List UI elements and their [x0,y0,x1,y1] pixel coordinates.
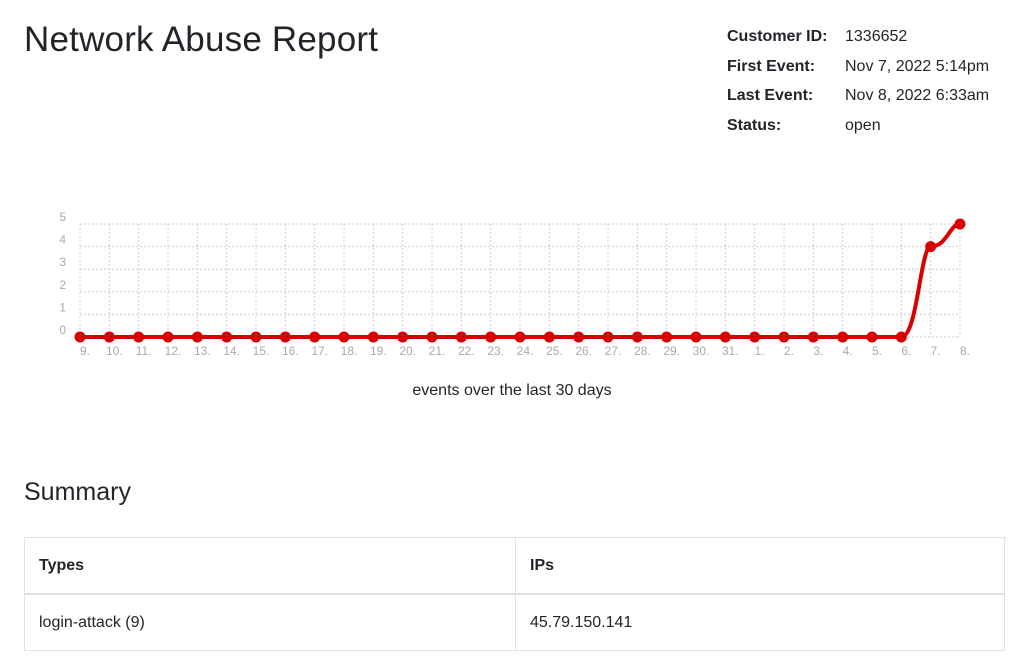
x-tick-label: 19. [370,344,387,358]
data-point [543,331,555,343]
data-point [749,331,761,343]
meta-row-last-event: Last Event: Nov 8, 2022 6:33am [727,81,989,111]
x-tick-label: 21. [429,344,446,358]
data-point [367,331,379,343]
data-point [807,331,819,343]
data-point [631,331,643,343]
x-tick-label: 14. [223,344,240,358]
data-point [74,331,86,343]
x-tick-label: 8. [960,344,970,358]
data-point [925,241,937,253]
x-tick-label: 23. [487,344,504,358]
x-tick-label: 22. [458,344,475,358]
x-tick-label: 31. [722,344,739,358]
summary-table: Types IPs login-attack (9) 45.79.150.141 [24,537,1005,651]
x-tick-label: 16. [282,344,299,358]
x-tick-label: 9. [80,344,90,358]
x-tick-label: 30. [693,344,710,358]
meta-row-status: Status: open [727,111,989,141]
data-point [690,331,702,343]
x-tick-label: 4. [843,344,853,358]
x-tick-label: 27. [605,344,622,358]
x-tick-label: 2. [784,344,794,358]
summary-header-row: Types IPs [24,537,1005,595]
customer-id-label: Customer ID: [727,28,828,45]
y-tick-label: 4 [59,233,66,247]
data-point [250,331,262,343]
y-tick-label: 3 [59,255,66,269]
events-chart-container: 0 1 2 3 4 5 9. 10. 11. 12. 13. 14. 15. 16. 17. 18. 19. 20… [0,200,1024,370]
x-tick-label: 6. [901,344,911,358]
meta-row-first-event: First Event: Nov 7, 2022 5:14pm [727,52,989,82]
column-header-types: Types [24,537,516,595]
data-point [778,331,790,343]
data-point [837,331,849,343]
first-event-label: First Event: [727,57,816,75]
x-tick-label: 13. [194,344,211,358]
x-tick-label: 3. [813,344,823,358]
column-header-ips: IPs [515,537,1005,595]
summary-title: Summary [24,478,131,506]
x-tick-label: 25. [546,344,563,358]
chart-caption: events over the last 30 days [412,382,612,399]
x-tick-label: 12. [165,344,182,358]
data-point [602,331,614,343]
cell-ip: 45.79.150.141 [515,593,1005,651]
y-tick-label: 1 [59,300,66,314]
events-chart: 0 1 2 3 4 5 9. 10. 11. 12. 13. 14. 15. 16. 17. 18. 19. 20… [59,210,970,358]
x-tick-label: 24. [517,344,534,358]
page-title: Network Abuse Report [24,20,379,59]
y-tick-label: 2 [59,278,66,292]
status-label: Status: [727,116,782,134]
data-point [866,331,878,343]
data-point [954,218,966,230]
table-row: login-attack (9) 45.79.150.141 [24,593,1005,651]
y-tick-label: 5 [59,210,66,224]
data-point [309,331,321,343]
customer-id-value: 1336652 [845,28,908,45]
data-point [573,331,585,343]
data-point [221,331,233,343]
last-event-label: Last Event: [727,87,814,104]
x-tick-label: 1. [755,344,765,358]
x-tick-label: 29. [663,344,680,358]
meta-row-customer-id: Customer ID: 1336652 [727,22,989,52]
data-point [719,331,731,343]
data-point [162,331,174,343]
x-tick-label: 26. [575,344,592,358]
x-tick-label: 28. [634,344,651,358]
data-point [661,331,673,343]
x-tick-label: 11. [136,344,152,358]
data-point [455,331,467,343]
cell-type: login-attack (9) [24,593,516,651]
data-point [103,331,115,343]
data-point [514,331,526,343]
data-point [397,331,409,343]
data-point [279,331,291,343]
status-value: open [845,116,881,134]
report-meta: Customer ID: 1336652 First Event: Nov 7,… [727,22,989,140]
x-tick-label: 20. [399,344,416,358]
data-point [485,331,497,343]
x-tick-label: 10. [106,344,123,358]
first-event-value: Nov 7, 2022 5:14pm [845,57,990,75]
x-tick-label: 15. [253,344,270,358]
x-tick-label: 7. [931,344,941,358]
data-point [895,331,907,343]
data-point [133,331,145,343]
data-point [191,331,203,343]
x-tick-label: 18. [341,344,358,358]
x-tick-label: 17. [311,344,328,358]
data-point [338,331,350,343]
x-tick-label: 5. [872,344,882,358]
last-event-value: Nov 8, 2022 6:33am [845,87,990,104]
y-tick-label: 0 [59,323,66,337]
data-point [426,331,438,343]
